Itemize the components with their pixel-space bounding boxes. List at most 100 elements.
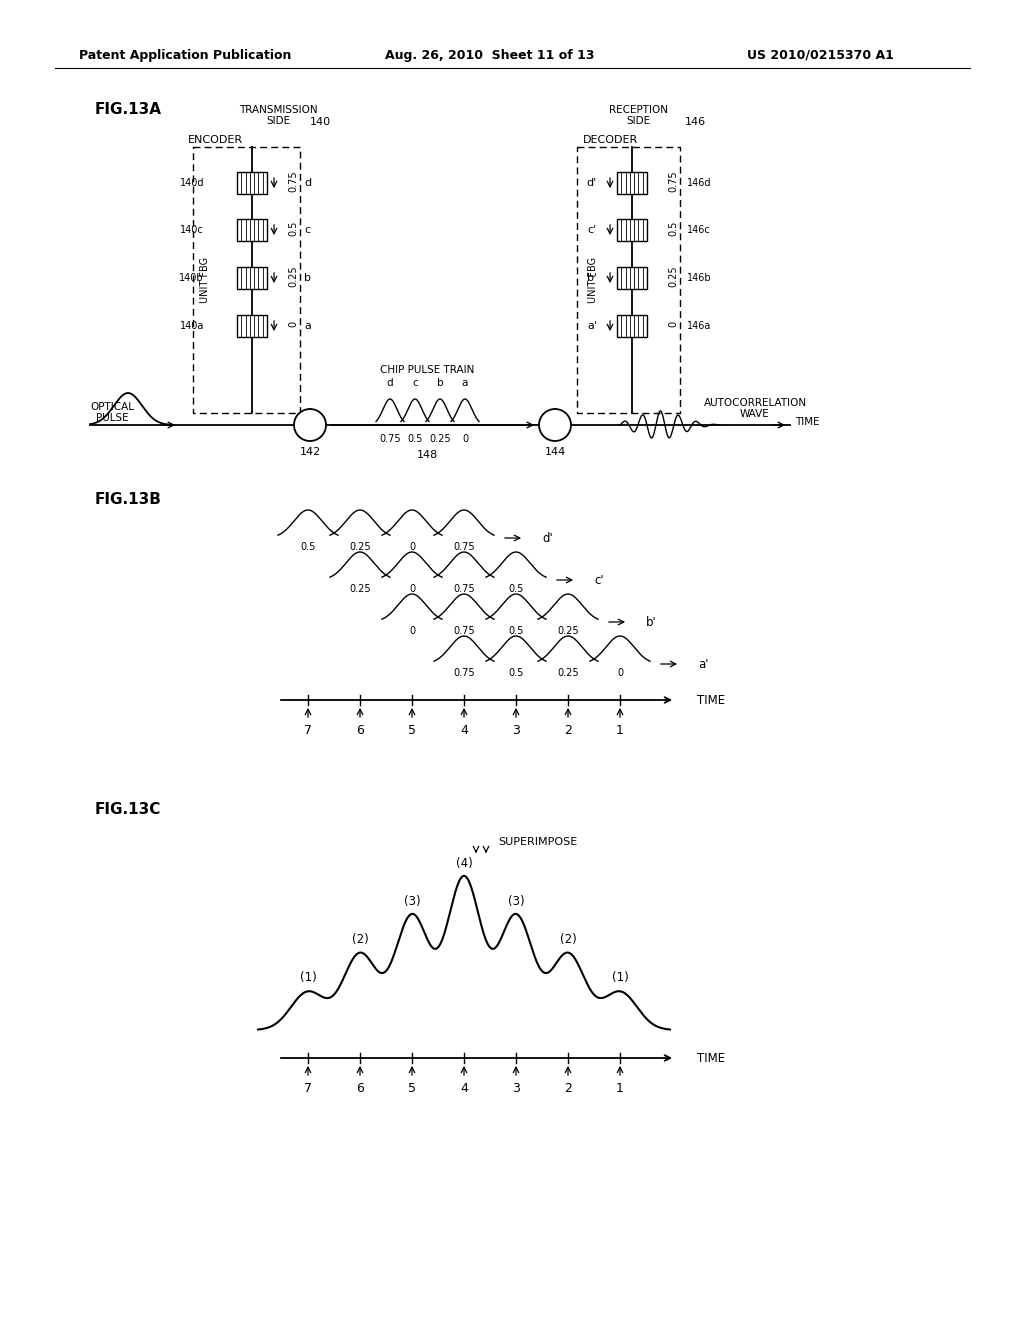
Bar (617, 315, 647, 337)
Text: 140d: 140d (179, 178, 204, 187)
Text: b': b' (646, 615, 656, 628)
Text: 0.25: 0.25 (557, 668, 579, 678)
Text: 0.5: 0.5 (668, 220, 678, 236)
Text: 0.75: 0.75 (379, 434, 400, 444)
Text: 140: 140 (310, 117, 331, 127)
Text: b: b (436, 378, 443, 388)
Text: d': d' (542, 532, 553, 544)
Text: 0.25: 0.25 (288, 265, 298, 286)
Text: 3: 3 (512, 1081, 520, 1094)
Text: 0: 0 (462, 434, 468, 444)
Text: 144: 144 (545, 447, 565, 457)
Text: (3): (3) (508, 895, 524, 908)
Text: 1: 1 (616, 723, 624, 737)
Text: 0: 0 (409, 543, 415, 552)
Text: UNIT FBG: UNIT FBG (588, 257, 598, 304)
Text: (1): (1) (300, 972, 316, 985)
Text: TIME: TIME (795, 417, 819, 426)
Text: 4: 4 (460, 1081, 468, 1094)
Text: a': a' (587, 321, 597, 331)
Text: d: d (387, 378, 393, 388)
Text: a: a (462, 378, 468, 388)
Text: ENCODER: ENCODER (187, 135, 243, 145)
Text: (1): (1) (611, 972, 629, 985)
Text: 0.5: 0.5 (288, 220, 298, 236)
Text: d': d' (587, 178, 597, 187)
Text: 140c: 140c (180, 224, 204, 235)
Text: a: a (304, 321, 311, 331)
Text: FIG.13B: FIG.13B (95, 492, 162, 507)
Text: 2: 2 (564, 1081, 572, 1094)
Text: 5: 5 (408, 1081, 416, 1094)
Text: b': b' (587, 273, 597, 282)
Bar (237, 219, 267, 242)
Text: OPTICAL: OPTICAL (90, 403, 134, 412)
Text: 0: 0 (288, 321, 298, 327)
Text: c: c (412, 378, 418, 388)
Text: c': c' (594, 573, 603, 586)
Text: Patent Application Publication: Patent Application Publication (79, 49, 291, 62)
Text: 148: 148 (417, 450, 437, 459)
Text: 0.5: 0.5 (408, 434, 423, 444)
Text: b: b (304, 273, 311, 282)
Bar (237, 172, 267, 194)
Text: (4): (4) (456, 858, 472, 870)
Text: 0.75: 0.75 (454, 668, 475, 678)
Text: 5: 5 (408, 723, 416, 737)
Bar (237, 315, 267, 337)
Circle shape (539, 409, 571, 441)
Bar (617, 219, 647, 242)
Text: AUTOCORRELATION: AUTOCORRELATION (703, 399, 807, 408)
Text: d: d (304, 178, 311, 187)
Text: FIG.13C: FIG.13C (95, 803, 162, 817)
Text: TIME: TIME (697, 1052, 725, 1064)
Text: PULSE: PULSE (95, 413, 128, 422)
Text: SUPERIMPOSE: SUPERIMPOSE (498, 837, 578, 847)
Text: 0.5: 0.5 (508, 583, 523, 594)
Text: a': a' (698, 657, 709, 671)
Text: 1: 1 (616, 1081, 624, 1094)
Text: 0.25: 0.25 (557, 626, 579, 636)
Text: 7: 7 (304, 723, 312, 737)
Text: 0: 0 (668, 321, 678, 327)
Text: 146b: 146b (687, 273, 712, 282)
Text: 7: 7 (304, 1081, 312, 1094)
Text: 0.25: 0.25 (349, 583, 371, 594)
Text: SIDE: SIDE (266, 116, 290, 125)
Text: 146d: 146d (687, 178, 712, 187)
Text: 146c: 146c (687, 224, 711, 235)
Text: 0: 0 (409, 583, 415, 594)
Text: Aug. 26, 2010  Sheet 11 of 13: Aug. 26, 2010 Sheet 11 of 13 (385, 49, 595, 62)
Text: 146: 146 (685, 117, 707, 127)
Text: 0: 0 (409, 626, 415, 636)
Text: c': c' (588, 224, 597, 235)
Text: 140b: 140b (179, 273, 204, 282)
Text: 3: 3 (512, 723, 520, 737)
Text: (2): (2) (560, 933, 577, 946)
Text: US 2010/0215370 A1: US 2010/0215370 A1 (746, 49, 893, 62)
Text: 6: 6 (356, 1081, 364, 1094)
Text: 0.5: 0.5 (508, 668, 523, 678)
Text: 0.25: 0.25 (668, 265, 678, 286)
Text: 0.75: 0.75 (288, 170, 298, 191)
Text: UNIT FBG: UNIT FBG (200, 257, 210, 304)
Text: 0.25: 0.25 (349, 543, 371, 552)
Text: 0.25: 0.25 (429, 434, 451, 444)
Text: TRANSMISSION: TRANSMISSION (239, 106, 317, 115)
Text: 0.5: 0.5 (300, 543, 315, 552)
Text: 140a: 140a (179, 321, 204, 331)
Text: WAVE: WAVE (740, 409, 770, 418)
Text: RECEPTION: RECEPTION (608, 106, 668, 115)
Text: (3): (3) (403, 895, 420, 908)
Text: 0: 0 (616, 668, 623, 678)
Text: CHIP PULSE TRAIN: CHIP PULSE TRAIN (380, 366, 474, 375)
Text: SIDE: SIDE (626, 116, 650, 125)
Text: 0.75: 0.75 (454, 543, 475, 552)
Circle shape (294, 409, 326, 441)
Text: DECODER: DECODER (583, 135, 638, 145)
Text: 6: 6 (356, 723, 364, 737)
Text: 142: 142 (299, 447, 321, 457)
Bar (617, 267, 647, 289)
Text: (2): (2) (351, 933, 369, 946)
Text: 4: 4 (460, 723, 468, 737)
